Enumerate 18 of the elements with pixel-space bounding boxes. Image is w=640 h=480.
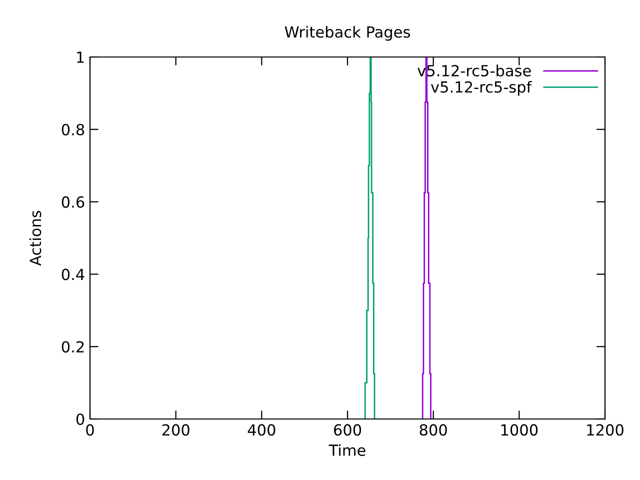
y-tick-label: 0 — [76, 413, 84, 426]
legend-label: v5.12-rc5-spf — [430, 80, 532, 96]
x-tick-label: 400 — [248, 424, 276, 436]
y-tick-label: 0.6 — [62, 196, 84, 208]
y-axis-title: Actions — [29, 210, 42, 266]
x-tick-label: 600 — [334, 424, 362, 436]
line-series — [364, 57, 376, 419]
x-tick-label: 0 — [86, 424, 94, 436]
chart-title: Writeback Pages — [284, 26, 410, 41]
y-tick-label: 0.8 — [62, 124, 84, 136]
y-tick-label: 0.2 — [62, 341, 84, 353]
x-tick-label: 200 — [162, 424, 190, 436]
y-tick-label: 0.4 — [62, 268, 84, 280]
x-tick-label: 1200 — [587, 424, 624, 436]
x-axis-title: Time — [328, 444, 366, 456]
x-tick-label: 1000 — [501, 424, 538, 436]
x-tick-label: 800 — [420, 424, 447, 436]
y-tick-label: 1 — [77, 52, 84, 63]
